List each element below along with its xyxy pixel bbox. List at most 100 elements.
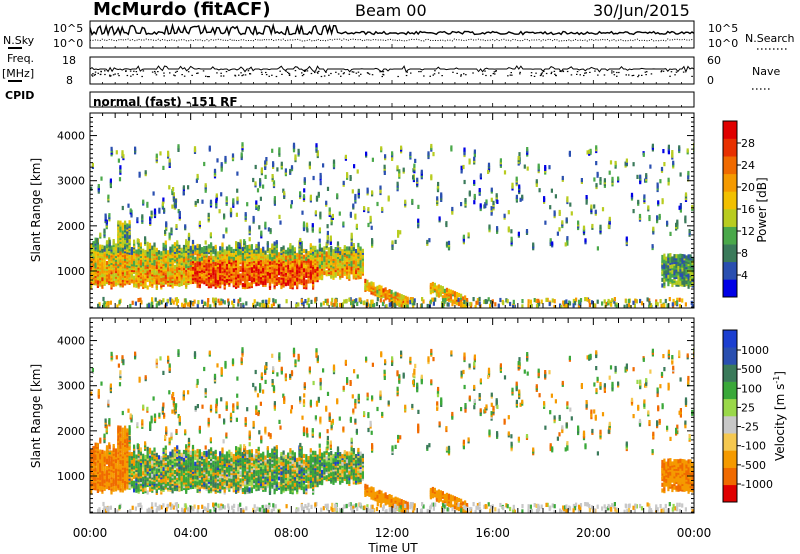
power-cell	[593, 204, 596, 209]
power-cell	[566, 236, 569, 241]
power-cell	[279, 220, 282, 225]
power-cell	[394, 291, 397, 296]
power-cell	[439, 285, 442, 290]
power-cell	[433, 282, 436, 287]
nave-point	[94, 71, 97, 73]
nave-point	[432, 74, 434, 76]
power-cell	[146, 285, 149, 290]
nave-point	[429, 75, 431, 77]
power-cell	[169, 267, 172, 272]
power-cell	[319, 211, 322, 216]
noise-panel	[89, 20, 695, 49]
power-cell	[399, 230, 402, 235]
power-cell	[678, 303, 682, 308]
nave-point	[294, 70, 297, 72]
power-cell	[287, 264, 290, 269]
power-cell	[172, 192, 175, 197]
power-cell	[314, 264, 317, 269]
power-cell	[345, 298, 348, 304]
nave-point	[456, 72, 458, 74]
power-cell	[445, 241, 449, 246]
power-cell	[393, 298, 397, 304]
power-colorbar-step	[723, 226, 737, 245]
power-cell	[151, 245, 154, 250]
power-cell	[225, 274, 229, 279]
velocity-cell	[114, 451, 118, 456]
power-ytick-label: 2000	[57, 220, 85, 233]
power-cell	[330, 251, 333, 256]
velocity-cell	[117, 463, 120, 468]
power-cell	[357, 242, 360, 248]
power-cell	[609, 160, 613, 165]
power-cell	[553, 210, 556, 215]
power-cell	[142, 258, 145, 263]
power-cell	[214, 250, 217, 255]
power-cell	[314, 251, 317, 256]
power-cell	[663, 162, 666, 167]
power-cell	[384, 287, 387, 292]
power-ytick-label: 3000	[57, 175, 85, 188]
power-cell	[91, 162, 94, 168]
power-cell	[267, 304, 270, 308]
power-cell	[228, 244, 231, 249]
power-cell	[151, 297, 154, 302]
power-cell	[269, 228, 272, 233]
power-cell	[656, 215, 659, 220]
power-cell	[171, 284, 174, 289]
power-cell	[414, 158, 417, 163]
nave-point	[261, 73, 263, 75]
power-cell	[136, 217, 139, 222]
power-cell	[122, 154, 125, 159]
power-ytick-label: 1000	[57, 265, 85, 278]
power-cell	[383, 170, 386, 175]
power-cell	[201, 299, 204, 304]
velocity-cell	[105, 466, 109, 471]
power-cell	[638, 213, 642, 219]
power-cell	[584, 297, 587, 302]
power-cell	[675, 222, 678, 227]
nave-point	[109, 75, 111, 77]
power-cell	[160, 251, 163, 256]
power-cell	[283, 191, 286, 196]
power-colorbar-tick-label: 24	[741, 159, 755, 172]
power-cell	[320, 302, 323, 307]
power-cell	[511, 182, 514, 187]
power-cell	[127, 203, 130, 208]
power-cell	[325, 270, 328, 275]
power-cell	[180, 247, 183, 252]
power-cell	[153, 242, 156, 247]
power-cell	[311, 223, 314, 228]
power-cell	[119, 251, 122, 256]
power-cell	[681, 274, 684, 280]
nave-point	[423, 75, 425, 77]
power-cell	[243, 239, 246, 244]
power-cell	[232, 248, 235, 254]
power-cell	[675, 280, 678, 285]
power-cell	[370, 281, 373, 286]
power-cell	[532, 242, 535, 247]
nave-point	[337, 73, 340, 75]
power-cell	[114, 243, 118, 248]
power-cell	[526, 147, 529, 152]
power-cell	[312, 175, 315, 181]
power-cell	[119, 271, 122, 276]
power-cell	[296, 281, 299, 286]
power-cell	[316, 150, 319, 155]
nave-point	[104, 70, 106, 72]
power-cell	[669, 253, 672, 258]
nave-point	[553, 70, 556, 72]
power-cell	[246, 258, 249, 263]
power-cell	[683, 271, 686, 276]
power-cell	[193, 146, 197, 151]
power-cell	[435, 285, 438, 290]
power-cell	[687, 254, 690, 259]
power-cell	[679, 272, 682, 277]
power-cell	[607, 301, 610, 306]
power-cell	[319, 181, 322, 186]
nave-point	[100, 71, 102, 73]
power-cell	[565, 303, 568, 308]
nave-point	[104, 73, 106, 76]
nave-point	[173, 74, 175, 76]
power-cell	[549, 205, 552, 210]
power-cell	[344, 154, 347, 159]
